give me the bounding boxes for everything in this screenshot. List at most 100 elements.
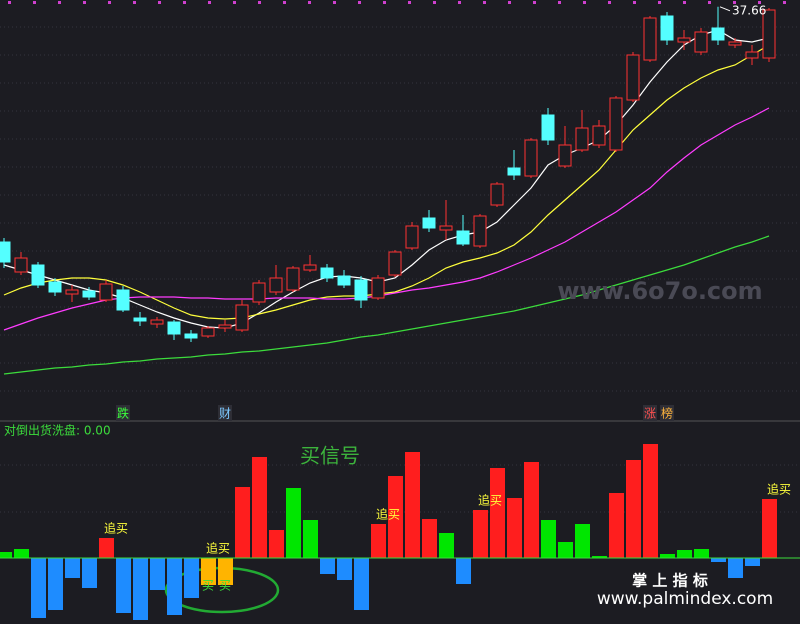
moving-average (3, 44, 770, 320)
candle-body (609, 97, 623, 151)
candle-body (745, 51, 759, 59)
candle-body (643, 17, 657, 61)
high-pointer (719, 6, 731, 12)
top-dot (483, 1, 486, 4)
signal-bar (320, 558, 335, 574)
top-dot (783, 1, 786, 4)
buy-annotation: 追买 (104, 521, 128, 536)
signal-bar (422, 519, 437, 558)
signal-bar (388, 476, 403, 558)
candle-body (405, 225, 419, 249)
signal-marker: 榜 (661, 406, 673, 421)
signal-bar (507, 498, 522, 558)
signal-marker-box (116, 405, 130, 421)
top-dot (108, 1, 111, 4)
top-dot (408, 1, 411, 4)
top-dot (183, 1, 186, 4)
signal-bar (677, 550, 692, 558)
candle-body (524, 139, 538, 177)
candle-body (337, 275, 351, 286)
signal-bar (558, 542, 573, 558)
candle-body (269, 277, 283, 293)
top-dot (583, 1, 586, 4)
top-dot (608, 1, 611, 4)
signal-bar (150, 558, 165, 590)
moving-average (3, 235, 770, 375)
top-dot (683, 1, 686, 4)
indicator-title: 买信号 (300, 444, 360, 468)
signal-bar (82, 558, 97, 588)
candle-body (711, 27, 725, 41)
candle-body (116, 289, 130, 311)
candle-body (626, 54, 640, 101)
top-dot (333, 1, 336, 4)
signal-bar (184, 558, 199, 598)
candle-body (235, 304, 249, 331)
signal-bar (14, 549, 29, 558)
candle-body (371, 277, 385, 299)
candle-body (558, 144, 572, 167)
candle-body (286, 267, 300, 291)
candle-body (218, 324, 232, 329)
top-dot (508, 1, 511, 4)
signal-bar (473, 510, 488, 558)
top-dot (708, 1, 711, 4)
high-label: 37.66 (732, 3, 766, 17)
top-dot (158, 1, 161, 4)
signal-bar (286, 488, 301, 558)
signal-bar (354, 558, 369, 610)
watermark: 掌 上 指 标 (632, 572, 708, 590)
signal-bar (609, 493, 624, 558)
top-dot (558, 1, 561, 4)
top-dot (8, 1, 11, 4)
candle-body (167, 321, 181, 335)
signal-bar (167, 558, 182, 615)
top-dot (208, 1, 211, 4)
candle-body (133, 317, 147, 322)
signal-bar (592, 556, 607, 558)
signal-bar (728, 558, 743, 578)
candle-body (303, 264, 317, 271)
signal-bar (660, 554, 675, 558)
candle-body (660, 15, 674, 41)
top-dot (433, 1, 436, 4)
top-dot (758, 1, 761, 4)
candle-body (320, 267, 334, 279)
candle-body (14, 257, 28, 273)
candle-body (48, 281, 62, 293)
top-dot (258, 1, 261, 4)
top-dot (533, 1, 536, 4)
signal-bar (711, 558, 726, 562)
signal-bar (31, 558, 46, 618)
top-dot (83, 1, 86, 4)
signal-bar (48, 558, 63, 610)
top-dot (733, 1, 736, 4)
signal-bar (626, 460, 641, 558)
buy-annotation: 追买 (767, 482, 791, 497)
top-dot (33, 1, 36, 4)
signal-marker: 财 (219, 407, 231, 421)
signal-marker: 跌 (117, 406, 129, 421)
signal-bar (439, 533, 454, 558)
candle-body (677, 37, 691, 43)
candle-body (150, 319, 164, 325)
signal-bar (745, 558, 760, 566)
signal-marker-box (660, 405, 674, 421)
candle-body (439, 225, 453, 231)
watermark: www.6o7o.com (557, 277, 762, 305)
candle-body (252, 282, 266, 303)
candle-body (507, 167, 521, 176)
top-dot (458, 1, 461, 4)
candle-body (694, 31, 708, 53)
signal-bar (201, 558, 216, 585)
candle-body (473, 215, 487, 247)
signal-bar (0, 552, 12, 558)
signal-bar (456, 558, 471, 584)
candle-body (592, 125, 606, 146)
moving-average (3, 107, 770, 331)
buy-annotation: 追买 (478, 493, 502, 508)
buy-mark: 买 (202, 579, 214, 593)
candle-body (575, 127, 589, 151)
signal-bar (575, 524, 590, 558)
top-dot (283, 1, 286, 4)
